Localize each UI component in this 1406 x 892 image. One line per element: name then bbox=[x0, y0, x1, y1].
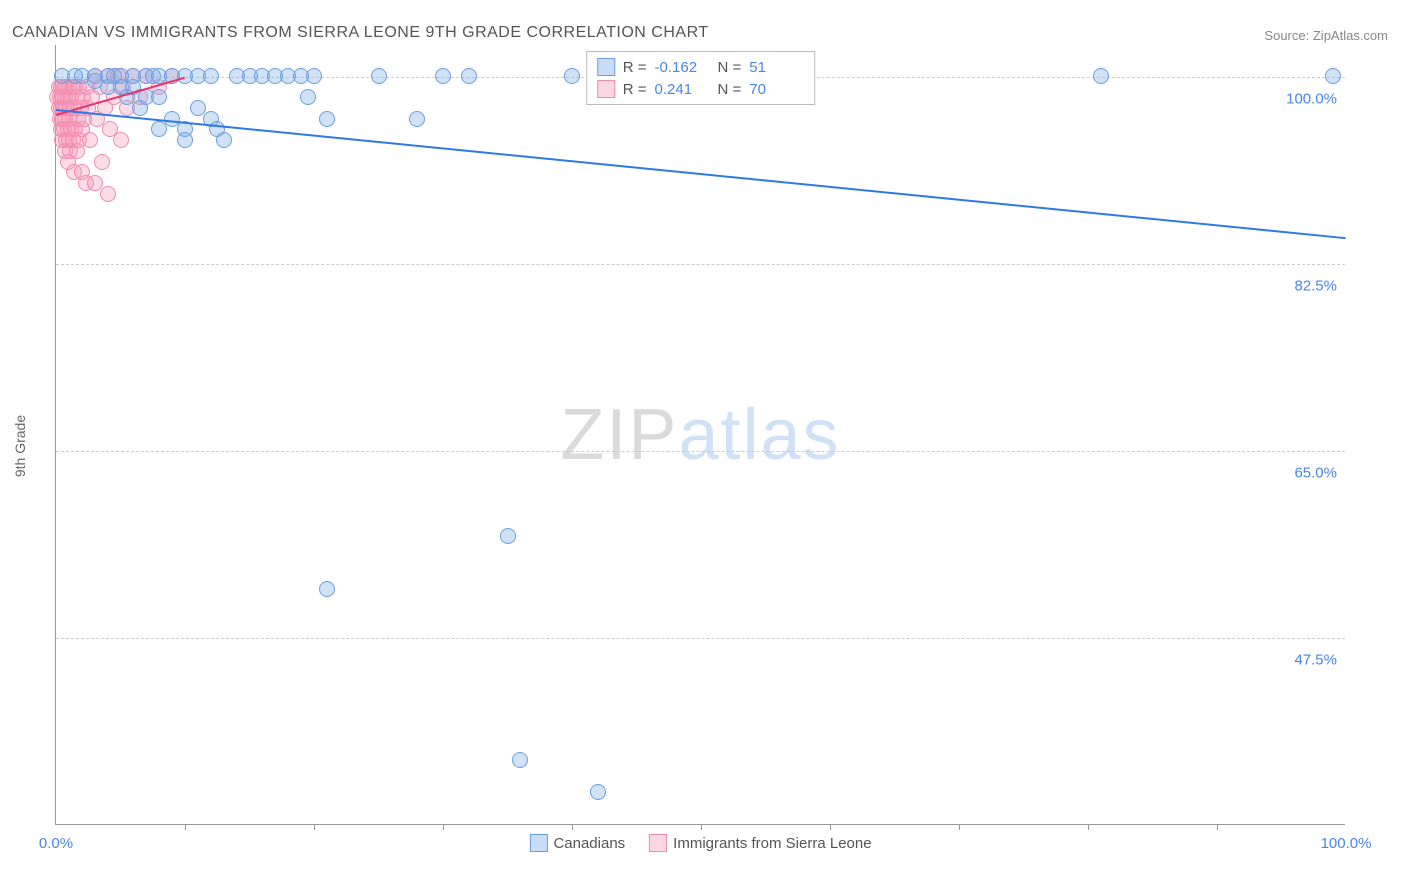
x-tick bbox=[959, 824, 960, 830]
legend-label-canadians: Canadians bbox=[553, 835, 625, 852]
x-tick bbox=[443, 824, 444, 830]
legend-r-label: R = bbox=[623, 81, 647, 98]
data-point bbox=[306, 68, 322, 84]
data-point bbox=[590, 784, 606, 800]
data-point bbox=[300, 89, 316, 105]
legend-row-immigrants: R = 0.241 N = 70 bbox=[597, 78, 805, 100]
data-point bbox=[512, 752, 528, 768]
x-tick bbox=[185, 824, 186, 830]
watermark-part-b: atlas bbox=[678, 395, 840, 475]
legend-swatch-blue bbox=[597, 58, 615, 76]
data-point bbox=[216, 132, 232, 148]
data-point bbox=[319, 581, 335, 597]
legend-n-value-pink: 70 bbox=[749, 81, 804, 98]
chart-title: CANADIAN VS IMMIGRANTS FROM SIERRA LEONE… bbox=[12, 24, 709, 42]
x-tick bbox=[1217, 824, 1218, 830]
legend-n-label: N = bbox=[718, 81, 742, 98]
data-point bbox=[500, 528, 516, 544]
data-point bbox=[1325, 68, 1341, 84]
x-tick bbox=[701, 824, 702, 830]
legend-n-value-blue: 51 bbox=[749, 59, 804, 76]
data-point bbox=[564, 68, 580, 84]
y-tick-label: 100.0% bbox=[1286, 91, 1337, 108]
legend-row-canadians: R = -0.162 N = 51 bbox=[597, 56, 805, 78]
data-point bbox=[113, 132, 129, 148]
y-tick-label: 82.5% bbox=[1294, 278, 1337, 295]
watermark-part-a: ZIP bbox=[560, 395, 678, 475]
legend-r-value-pink: 0.241 bbox=[655, 81, 710, 98]
chart-container: ZIPatlas 100.0%82.5%65.0%47.5%0.0%100.0%… bbox=[55, 45, 1345, 825]
x-tick-label: 100.0% bbox=[1321, 835, 1372, 852]
grid-line bbox=[56, 638, 1345, 639]
legend-label-immigrants: Immigrants from Sierra Leone bbox=[673, 835, 871, 852]
data-point bbox=[1093, 68, 1109, 84]
legend-item-immigrants: Immigrants from Sierra Leone bbox=[649, 834, 871, 852]
data-point bbox=[203, 68, 219, 84]
data-point bbox=[177, 132, 193, 148]
plot-area: ZIPatlas 100.0%82.5%65.0%47.5%0.0%100.0%… bbox=[55, 45, 1345, 825]
legend-swatch-pink-icon bbox=[649, 834, 667, 852]
source-credit: Source: ZipAtlas.com bbox=[1264, 28, 1388, 43]
legend-bottom: Canadians Immigrants from Sierra Leone bbox=[529, 834, 871, 852]
data-point bbox=[371, 68, 387, 84]
x-tick bbox=[314, 824, 315, 830]
y-tick-label: 65.0% bbox=[1294, 465, 1337, 482]
watermark: ZIPatlas bbox=[560, 394, 840, 476]
legend-r-value-blue: -0.162 bbox=[655, 59, 710, 76]
data-point bbox=[100, 186, 116, 202]
data-point bbox=[151, 121, 167, 137]
grid-line bbox=[56, 451, 1345, 452]
x-tick bbox=[1088, 824, 1089, 830]
legend-item-canadians: Canadians bbox=[529, 834, 625, 852]
legend-n-label: N = bbox=[718, 59, 742, 76]
legend-r-label: R = bbox=[623, 59, 647, 76]
data-point bbox=[94, 154, 110, 170]
data-point bbox=[409, 111, 425, 127]
y-tick-label: 47.5% bbox=[1294, 652, 1337, 669]
trend-line bbox=[56, 109, 1346, 239]
source-label: Source: bbox=[1264, 28, 1309, 43]
grid-line bbox=[56, 264, 1345, 265]
x-tick-label: 0.0% bbox=[39, 835, 73, 852]
x-tick bbox=[830, 824, 831, 830]
source-value: ZipAtlas.com bbox=[1313, 28, 1388, 43]
y-axis-label: 9th Grade bbox=[12, 415, 28, 477]
data-point bbox=[319, 111, 335, 127]
data-point bbox=[82, 132, 98, 148]
data-point bbox=[461, 68, 477, 84]
x-tick bbox=[572, 824, 573, 830]
data-point bbox=[151, 89, 167, 105]
legend-swatch-blue-icon bbox=[529, 834, 547, 852]
legend-swatch-pink bbox=[597, 80, 615, 98]
data-point bbox=[435, 68, 451, 84]
legend-box: R = -0.162 N = 51 R = 0.241 N = 70 bbox=[586, 51, 816, 105]
